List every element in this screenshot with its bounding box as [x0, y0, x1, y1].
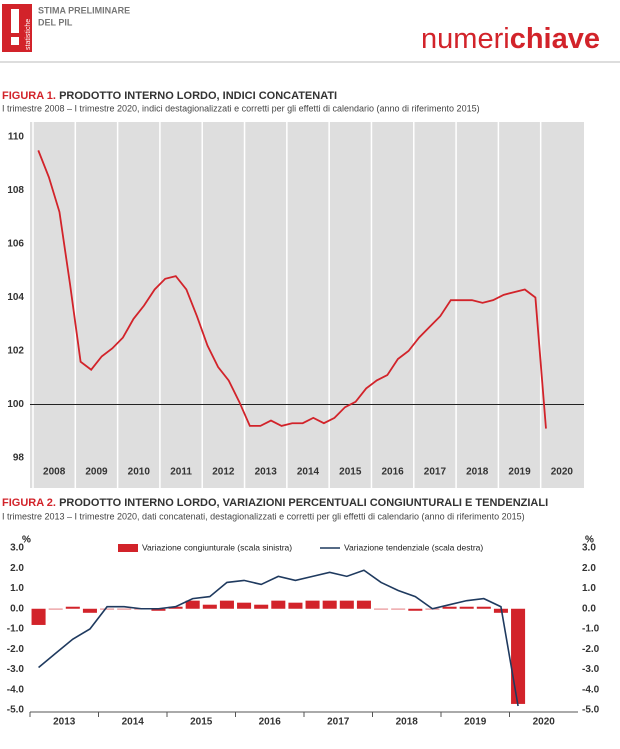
subtitle: I trimestre 2008 – I trimestre 2020, ind…	[2, 103, 480, 113]
y-tick-label: 110	[8, 132, 25, 143]
y-tick-label: 104	[7, 292, 24, 303]
x-tick-label: 2008	[43, 467, 66, 478]
y-tick-label: 0.0	[10, 603, 24, 614]
y-unit: %	[22, 535, 31, 546]
legend-label: Variazione tendenziale (scala destra)	[344, 542, 483, 552]
x-tick-label: 2019	[464, 717, 487, 728]
y2-tick-label: -3.0	[582, 664, 600, 675]
header-title: STIMA PRELIMINARE	[38, 5, 130, 15]
y-tick-label: -3.0	[7, 664, 25, 675]
bar	[185, 600, 200, 609]
bar	[356, 600, 371, 609]
bar	[374, 608, 389, 610]
subtitle: I trimestre 2013 – I trimestre 2020, dat…	[2, 511, 525, 521]
bar	[254, 604, 269, 609]
x-tick-label: 2016	[259, 717, 282, 728]
x-tick-label: 2009	[85, 467, 108, 478]
bar	[117, 608, 132, 610]
y2-tick-label: 1.0	[582, 583, 596, 594]
title: PRODOTTO INTERNO LORDO, VARIAZIONI PERCE…	[59, 497, 548, 509]
bar	[442, 606, 457, 609]
y-tick-label: 102	[7, 346, 24, 357]
bar	[288, 602, 303, 609]
bar	[322, 600, 337, 609]
figure-label: FIGURA 2.	[2, 497, 56, 509]
x-tick-label: 2020	[551, 467, 574, 478]
bar	[65, 606, 80, 609]
bar	[31, 608, 46, 625]
bar	[48, 608, 63, 610]
brand: numerichiave	[421, 23, 600, 55]
x-tick-label: 2014	[297, 467, 320, 478]
bar	[219, 600, 234, 609]
bar	[339, 600, 354, 609]
x-tick-label: 2015	[190, 717, 213, 728]
y-tick-label: 98	[13, 453, 25, 464]
y-tick-label: 106	[7, 239, 24, 250]
bar	[168, 606, 183, 609]
x-tick-label: 2015	[339, 467, 362, 478]
legend-label: Variazione congiunturale (scala sinistra…	[142, 542, 292, 552]
header-title: DEL PIL	[38, 17, 73, 27]
bar	[100, 608, 115, 610]
y2-tick-label: 3.0	[582, 543, 596, 554]
bar	[151, 608, 166, 611]
x-tick-label: 2013	[53, 717, 76, 728]
y2-tick-label: -1.0	[582, 624, 600, 635]
bar	[237, 602, 252, 609]
y2-tick-label: -4.0	[582, 684, 600, 695]
y2-unit: %	[585, 535, 594, 546]
y-tick-label: 3.0	[10, 543, 24, 554]
figure-label: FIGURA 1.	[2, 90, 56, 102]
line	[37, 150, 547, 429]
x-tick-label: 2019	[508, 467, 531, 478]
figure-title: FIGURA 2. PRODOTTO INTERNO LORDO, VARIAZ…	[2, 497, 548, 509]
x-tick-label: 2018	[466, 467, 489, 478]
x-tick-label: 2013	[255, 467, 278, 478]
y2-tick-label: -2.0	[582, 644, 600, 655]
bar	[391, 608, 406, 610]
plot-background	[30, 122, 584, 488]
y-tick-label: 2.0	[10, 563, 24, 574]
brand-part: numeri	[421, 23, 510, 55]
x-tick-label: 2017	[327, 717, 350, 728]
y-tick-label: 100	[7, 399, 24, 410]
bar	[476, 606, 491, 609]
brand-part: chiave	[510, 23, 600, 55]
x-tick-label: 2014	[122, 717, 145, 728]
line	[38, 569, 519, 707]
figure-title: FIGURA 1. PRODOTTO INTERNO LORDO, INDICI…	[2, 90, 337, 102]
y-tick-label: -5.0	[7, 705, 25, 716]
y2-tick-label: 2.0	[582, 563, 596, 574]
y2-tick-label: -5.0	[582, 705, 600, 716]
x-tick-label: 2016	[381, 467, 404, 478]
logo-mark	[11, 9, 19, 33]
x-tick-label: 2010	[128, 467, 151, 478]
y-tick-label: -1.0	[7, 624, 25, 635]
bar	[82, 608, 97, 613]
y-tick-label: -4.0	[7, 684, 25, 695]
y-tick-label: 108	[7, 185, 24, 196]
legend-swatch	[118, 544, 138, 552]
y-tick-label: 1.0	[10, 583, 24, 594]
bar	[511, 608, 526, 704]
title: PRODOTTO INTERNO LORDO, INDICI CONCATENA…	[59, 90, 337, 102]
y-tick-label: -2.0	[7, 644, 25, 655]
bar	[202, 604, 217, 609]
x-tick-label: 2017	[424, 467, 447, 478]
logo-text: statistiche	[25, 19, 32, 50]
x-tick-label: 2011	[170, 467, 192, 478]
x-tick-label: 2020	[533, 717, 556, 728]
bar	[459, 606, 474, 609]
x-tick-label: 2012	[212, 467, 235, 478]
logo-dot	[11, 37, 19, 45]
x-tick-label: 2018	[396, 717, 419, 728]
y2-tick-label: 0.0	[582, 603, 596, 614]
bar	[305, 600, 320, 609]
bar	[271, 600, 286, 609]
bar	[408, 608, 423, 611]
